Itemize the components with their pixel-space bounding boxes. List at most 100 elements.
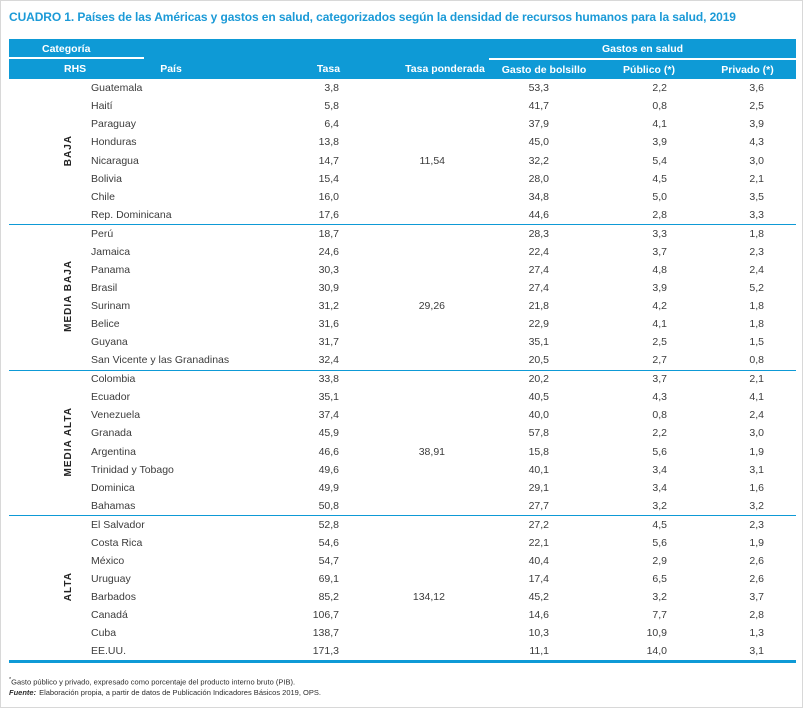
cell-tasa: 37,4 xyxy=(318,409,339,422)
cell-pais: Paraguay xyxy=(91,118,136,131)
cell-gasto-bolsillo: 29,1 xyxy=(528,481,549,494)
cell-publico: 0,8 xyxy=(652,409,667,422)
header-rhs: RHS xyxy=(9,59,86,79)
cell-tasa-ponderada xyxy=(401,97,489,115)
cell-pais: Cuba xyxy=(91,627,117,640)
table-row: Venezuela 37,4 40,0 0,8 2,4 xyxy=(9,406,796,424)
table-row: ALTA El Salvador 52,8 27,2 4,5 2,3 xyxy=(9,514,797,661)
cell-pais: Surinam xyxy=(91,300,131,313)
cell-tasa: 32,4 xyxy=(318,354,339,367)
cell-tasa-ponderada xyxy=(401,570,489,588)
category-label: MEDIA BAJA xyxy=(63,260,74,332)
table-row: Brasil 30,9 27,4 3,9 5,2 xyxy=(9,279,796,297)
cell-gasto-bolsillo: 14,6 xyxy=(528,609,549,622)
cell-tasa: 31,6 xyxy=(318,318,339,331)
cell-privado: 1,6 xyxy=(749,481,765,494)
cell-tasa-ponderada xyxy=(401,534,489,552)
cell-tasa-ponderada xyxy=(401,79,489,97)
cell-tasa-ponderada xyxy=(401,479,489,497)
cell-privado: 1,9 xyxy=(749,445,765,458)
table-section-media-baja: MEDIA BAJA Perú 18,7 28,3 3,3 1,8 Jamaica 24,6 2… xyxy=(9,223,797,370)
cell-publico: 2,2 xyxy=(652,81,667,94)
cell-privado: 3,3 xyxy=(749,208,765,221)
cell-tasa: 35,1 xyxy=(318,391,339,404)
cell-tasa: 6,4 xyxy=(324,118,339,131)
cell-pais: Chile xyxy=(91,190,115,203)
cell-gasto-bolsillo: 10,3 xyxy=(528,627,549,640)
cell-publico: 5,6 xyxy=(652,536,667,549)
cell-gasto-bolsillo: 22,9 xyxy=(528,318,549,331)
table-row: BAJA Guatemala 3,8 53,3 2,2 3,6 xyxy=(9,79,796,166)
category-cell: BAJA xyxy=(9,79,86,225)
table-row: Belice 31,6 22,9 4,1 1,8 xyxy=(9,315,796,333)
health-table: Categoría Gastos en salud RHS País Tasa … xyxy=(9,39,797,663)
cell-pais: Brasil xyxy=(91,281,118,294)
cell-pais: Haití xyxy=(91,100,113,113)
table-row: Trinidad y Tobago 49,6 40,1 3,4 3,1 xyxy=(9,461,796,479)
cell-tasa: 24,6 xyxy=(318,245,339,258)
cell-gasto-bolsillo: 40,1 xyxy=(528,463,549,476)
cell-tasa-ponderada xyxy=(401,279,489,297)
header-categoria: Categoría xyxy=(9,39,144,59)
cell-pais: Barbados xyxy=(91,591,136,604)
header-tasa: Tasa xyxy=(256,59,401,79)
cell-publico: 5,0 xyxy=(652,190,667,203)
cell-tasa: 18,7 xyxy=(256,223,401,243)
cell-tasa-ponderada xyxy=(401,406,489,424)
cell-gasto-bolsillo: 20,2 xyxy=(489,369,599,389)
cell-tasa-ponderada xyxy=(401,134,489,152)
category-cell: MEDIA BAJA xyxy=(9,224,86,370)
cell-privado: 3,0 xyxy=(749,427,765,440)
header-publico: Público (*) xyxy=(599,59,699,79)
table-row: Chile 16,0 34,8 5,0 3,5 xyxy=(9,188,796,206)
cell-privado: 2,8 xyxy=(749,609,765,622)
table-row: EE.UU. 171,3 11,1 14,0 3,1 xyxy=(9,643,796,661)
cell-tasa: 13,8 xyxy=(318,136,339,149)
cell-tasa: 49,9 xyxy=(318,481,339,494)
cell-tasa: 5,8 xyxy=(324,100,339,113)
cell-gasto-bolsillo: 27,4 xyxy=(528,281,549,294)
cell-pais: Perú xyxy=(86,223,256,243)
cell-tasa: 52,8 xyxy=(256,514,401,534)
cell-privado: 1,3 xyxy=(749,627,765,640)
category-cell: ALTA xyxy=(9,515,86,661)
cell-privado: 3,6 xyxy=(749,81,765,94)
cell-privado: 2,1 xyxy=(699,369,797,389)
cell-publico: 4,2 xyxy=(652,300,667,313)
cell-publico: 3,3 xyxy=(599,223,699,243)
cell-tasa-ponderada xyxy=(401,188,489,206)
category-cell: MEDIA ALTA xyxy=(9,369,86,516)
cell-gasto-bolsillo: 28,3 xyxy=(489,223,599,243)
table-section-alta: ALTA El Salvador 52,8 27,2 4,5 2,3 Costa Rica 5… xyxy=(9,514,797,661)
cell-tasa: 31,7 xyxy=(318,336,339,349)
cell-gasto-bolsillo: 37,9 xyxy=(528,118,549,131)
categoria-divider-line xyxy=(9,57,144,59)
cell-tasa-ponderada: 38,91 xyxy=(418,445,445,458)
cell-pais: Ecuador xyxy=(91,391,131,404)
cell-publico: 2,9 xyxy=(652,554,667,567)
cell-tasa-ponderada: 134,12 xyxy=(412,591,445,604)
cell-tasa: 30,9 xyxy=(318,281,339,294)
cell-privado: 1,9 xyxy=(749,536,765,549)
header-gasto-de-bolsillo: Gasto de bolsillo xyxy=(489,59,599,79)
table-row: Honduras 13,8 45,0 3,9 4,3 xyxy=(9,134,796,152)
table-row: Dominica 49,9 29,1 3,4 1,6 xyxy=(9,479,796,497)
cell-tasa-ponderada xyxy=(401,625,489,643)
cell-tasa-ponderada xyxy=(401,243,489,261)
cell-publico: 3,9 xyxy=(652,281,667,294)
cell-tasa: 45,9 xyxy=(318,427,339,440)
cell-pais: Rep. Dominicana xyxy=(91,208,172,221)
category-label: MEDIA ALTA xyxy=(63,406,74,477)
cell-privado: 2,3 xyxy=(699,514,797,534)
source-text: Elaboración propia, a partir de datos de… xyxy=(39,687,321,697)
cell-publico: 4,5 xyxy=(652,172,667,185)
header-pais: País xyxy=(86,59,256,79)
cell-privado: 1,8 xyxy=(699,223,797,243)
cell-privado: 3,5 xyxy=(749,190,765,203)
cell-publico: 3,2 xyxy=(652,499,667,512)
cell-tasa: 33,8 xyxy=(256,369,401,389)
table-row: Costa Rica 54,6 22,1 5,6 1,9 xyxy=(9,534,796,552)
cell-gasto-bolsillo: 17,4 xyxy=(528,572,549,585)
cell-privado: 3,1 xyxy=(749,644,765,657)
table-row: Uruguay 69,1 17,4 6,5 2,6 xyxy=(9,570,796,588)
